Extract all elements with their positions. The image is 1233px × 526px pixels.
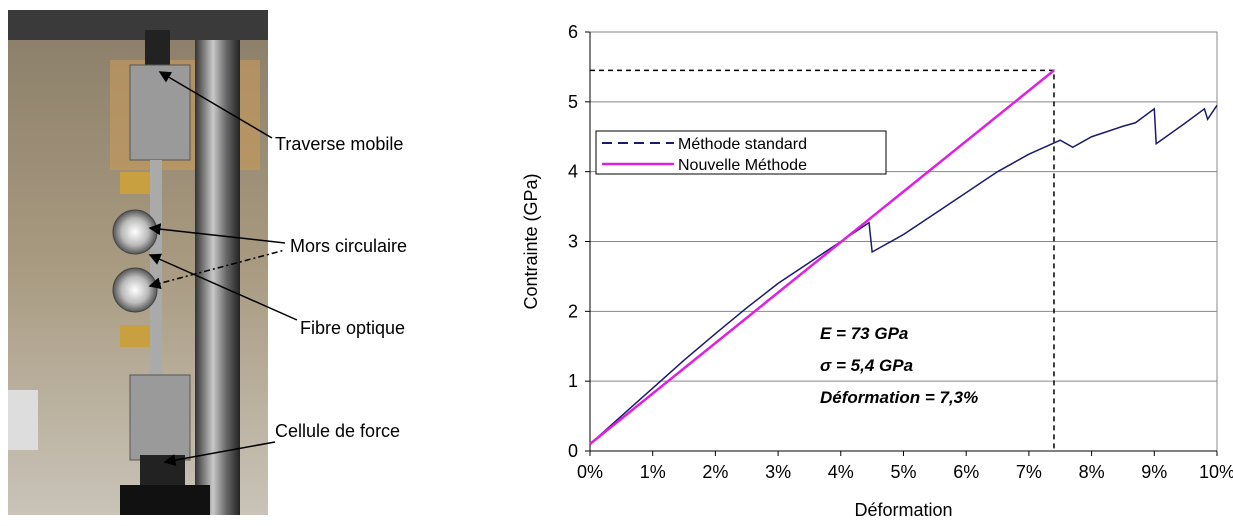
x-tick-label: 4% (828, 462, 854, 482)
y-tick-label: 0 (568, 441, 578, 461)
y-tick-label: 3 (568, 232, 578, 252)
legend-label: Nouvelle Méthode (678, 157, 807, 174)
chart: 0 1 2 3 4 5 6 0% 1% 2% 3% 4% 5% 6% 7% 8% 9% 10% Déformatio… (521, 22, 1233, 520)
x-tick-label: 6% (953, 462, 979, 482)
annotation: E = 73 GPa (820, 324, 908, 343)
y-tick-label: 2 (568, 301, 578, 321)
x-tick-label: 2% (702, 462, 728, 482)
photo-label: Cellule de force (275, 421, 400, 441)
annotation: σ = 5,4 GPa (820, 356, 913, 375)
annotation: Déformation = 7,3% (820, 388, 978, 407)
x-tick-label: 5% (890, 462, 916, 482)
photo (8, 10, 268, 515)
y-axis-title: Contrainte (GPa) (521, 173, 541, 309)
y-tick-label: 6 (568, 22, 578, 42)
y-tick-label: 5 (568, 92, 578, 112)
x-axis-title: Déformation (854, 500, 952, 520)
photo-label: Mors circulaire (290, 236, 407, 256)
y-tick-label: 1 (568, 371, 578, 391)
legend-label: Méthode standard (678, 136, 807, 153)
x-tick-label: 3% (765, 462, 791, 482)
photo-label: Traverse mobile (275, 134, 403, 154)
x-tick-label: 10% (1199, 462, 1233, 482)
x-tick-label: 7% (1016, 462, 1042, 482)
x-tick-label: 0% (577, 462, 603, 482)
figure: Traverse mobile Mors circulaire Fibre op… (0, 0, 1233, 521)
x-tick-label: 1% (640, 462, 666, 482)
x-tick-label: 9% (1141, 462, 1167, 482)
y-tick-label: 4 (568, 162, 578, 182)
photo-label: Fibre optique (300, 318, 405, 338)
x-tick-label: 8% (1079, 462, 1105, 482)
